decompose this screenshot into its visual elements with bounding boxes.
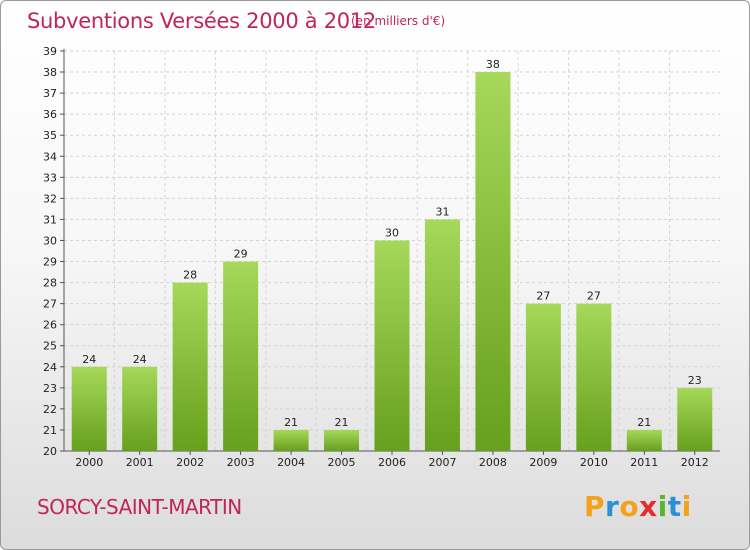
x-tick-label-2003: 2003: [227, 456, 255, 469]
x-tick-label-2000: 2000: [75, 456, 103, 469]
x-tick-label-2011: 2011: [630, 456, 658, 469]
y-tick-label: 31: [43, 213, 57, 226]
data-label-2012: 23: [688, 374, 702, 387]
x-tick-label-2006: 2006: [378, 456, 406, 469]
y-tick-label: 27: [43, 298, 57, 311]
data-label-2009: 27: [536, 290, 550, 303]
data-label-2007: 31: [435, 205, 449, 218]
y-tick-label: 25: [43, 340, 57, 353]
bar-2004: [273, 429, 309, 451]
x-tick-label-2009: 2009: [529, 456, 557, 469]
x-tick-label-2004: 2004: [277, 456, 305, 469]
logo-letter: t: [667, 490, 682, 523]
data-label-2001: 24: [133, 353, 147, 366]
bar-2006: [374, 240, 410, 451]
y-tick-label: 36: [43, 108, 57, 121]
bar-2010: [576, 303, 612, 451]
logo-letter: x: [639, 490, 658, 523]
logo-letter: P: [584, 490, 606, 523]
bar-2000: [71, 366, 107, 451]
y-tick-label: 38: [43, 66, 57, 79]
bar-2007: [424, 219, 460, 451]
x-tick-label-2010: 2010: [580, 456, 608, 469]
y-tick-label: 37: [43, 87, 57, 100]
y-tick-label: 39: [43, 45, 57, 58]
chart-unit: (en milliers d'€): [351, 14, 446, 28]
y-tick-label: 26: [43, 319, 57, 332]
x-tick-label-2008: 2008: [479, 456, 507, 469]
y-tick-label: 28: [43, 277, 57, 290]
logo-letter: o: [619, 490, 640, 523]
commune-name: SORCY-SAINT-MARTIN: [37, 495, 242, 519]
data-label-2010: 27: [587, 290, 601, 303]
x-tick-label-2005: 2005: [328, 456, 356, 469]
bar-2003: [223, 261, 259, 451]
y-tick-label: 34: [43, 150, 57, 163]
bar-2002: [172, 282, 208, 451]
y-tick-label: 35: [43, 129, 57, 142]
bar-2005: [324, 429, 360, 451]
y-tick-label: 24: [43, 361, 57, 374]
bar-2011: [626, 429, 662, 451]
data-label-2006: 30: [385, 226, 399, 239]
y-tick-label: 32: [43, 192, 57, 205]
y-tick-label: 29: [43, 256, 57, 269]
logo-letter: i: [681, 490, 692, 523]
y-tick-label: 21: [43, 424, 57, 437]
y-tick-label: 33: [43, 171, 57, 184]
chart-title: Subventions Versées 2000 à 2012: [27, 9, 376, 33]
y-tick-label: 30: [43, 234, 57, 247]
proxiti-logo: Proxiti: [584, 490, 692, 523]
bars: [71, 72, 713, 451]
data-label-2008: 38: [486, 58, 500, 71]
data-label-2005: 21: [335, 416, 349, 429]
bar-2009: [525, 303, 561, 451]
x-tick-label-2012: 2012: [681, 456, 709, 469]
data-label-2003: 29: [234, 248, 248, 261]
logo-letter: r: [605, 490, 620, 523]
data-label-2000: 24: [82, 353, 96, 366]
data-label-2004: 21: [284, 416, 298, 429]
bar-2008: [475, 72, 511, 451]
x-tick-label-2007: 2007: [428, 456, 456, 469]
y-tick-label: 23: [43, 382, 57, 395]
y-tick-label: 20: [43, 445, 57, 458]
bar-2001: [122, 366, 158, 451]
logo-letter: i: [657, 490, 668, 523]
x-tick-label-2001: 2001: [126, 456, 154, 469]
y-tick-label: 22: [43, 403, 57, 416]
bar-2012: [677, 387, 713, 451]
labels: 20 21 22 23 24 25 26 27 28 29 30 31 32 33 34 35 36 37 38 39…: [43, 45, 709, 469]
x-tick-label-2002: 2002: [176, 456, 204, 469]
data-label-2011: 21: [637, 416, 651, 429]
data-label-2002: 28: [183, 269, 197, 282]
